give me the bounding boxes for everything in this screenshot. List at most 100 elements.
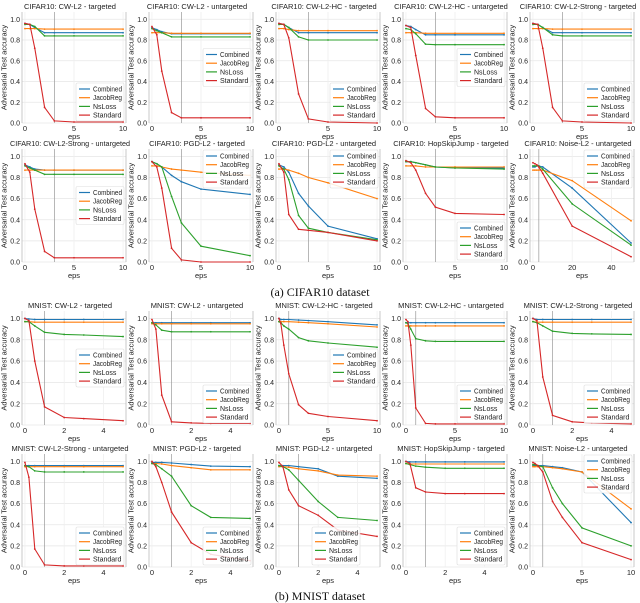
y-tick-label: 0.6 — [10, 196, 20, 203]
data-point — [63, 416, 66, 419]
data-point — [282, 320, 285, 323]
data-point — [434, 321, 437, 324]
y-tick-label: 0.6 — [391, 58, 401, 65]
data-point — [43, 34, 46, 37]
y-tick-label: 0.6 — [10, 501, 20, 508]
subplot-title: MNIST: CW-L2 - untargeted — [151, 301, 243, 310]
data-point — [287, 318, 290, 321]
y-tick-label: 0.8 — [518, 38, 528, 45]
x-tick-label: 0 — [531, 426, 535, 435]
x-axis-label: eps — [576, 434, 588, 443]
data-point — [170, 462, 173, 464]
data-point — [317, 500, 320, 503]
x-tick-label: 5 — [326, 263, 330, 272]
y-tick-label: 0.8 — [137, 175, 147, 182]
data-point — [503, 116, 505, 119]
x-axis-label: eps — [68, 576, 80, 585]
data-point — [282, 325, 285, 327]
x-tick-label: 4 — [482, 568, 486, 577]
x-axis-label: eps — [449, 576, 461, 585]
data-point — [297, 35, 300, 38]
data-point — [82, 565, 85, 567]
data-point — [630, 34, 632, 37]
data-point — [405, 27, 407, 30]
data-point — [154, 328, 157, 331]
data-point — [409, 325, 412, 327]
x-tick-label: 0 — [404, 426, 408, 435]
data-point — [160, 187, 163, 189]
data-point — [534, 169, 536, 172]
data-point — [424, 491, 427, 493]
data-point — [503, 325, 505, 327]
data-point — [503, 166, 505, 168]
legend-label: JacobReg — [220, 539, 249, 546]
y-tick-label: 0.0 — [391, 121, 401, 128]
data-point — [122, 31, 124, 34]
data-point — [551, 28, 554, 31]
y-tick-label: 0.0 — [264, 260, 274, 267]
data-point — [43, 465, 46, 468]
data-point — [551, 106, 554, 109]
x-tick-label: 0 — [150, 263, 154, 272]
y-tick-label: 0.6 — [264, 501, 274, 508]
series-line-nsloss — [24, 321, 124, 338]
y-tick-label: 0.0 — [518, 260, 528, 267]
y-tick-label: 0.2 — [10, 100, 20, 107]
y-axis-label: Adversarial Test accuracy — [508, 163, 517, 249]
data-point — [287, 169, 290, 172]
data-point — [33, 548, 36, 550]
x-tick-label: 10 — [373, 263, 381, 272]
data-point — [405, 24, 407, 27]
data-point — [297, 467, 300, 470]
data-point — [630, 558, 632, 561]
data-point — [190, 504, 193, 507]
legend-label: Combined — [601, 87, 630, 94]
data-point — [200, 35, 202, 38]
data-point — [503, 32, 505, 35]
y-tick-label: 0.0 — [264, 423, 274, 430]
subplot: 0.0 0.2 0.4 0.6 0.8 1.0 0 5 10 CIFAR10: CW-L2-HC … — [381, 2, 509, 141]
data-point — [376, 29, 378, 32]
subplot: 0.0 0.2 0.4 0.6 0.8 1.0 0 2 4 MNIST: PGD-L2 - tar… — [127, 444, 254, 585]
series-line-jacobreg — [405, 462, 505, 465]
data-point — [307, 176, 310, 179]
legend-label: JacobReg — [93, 199, 122, 206]
subplot: 0.0 0.2 0.4 0.6 0.8 1.0 0 5 10 CIFAR10: HopSkipJu… — [381, 139, 509, 280]
y-tick-label: 0.6 — [137, 58, 147, 65]
data-point — [541, 47, 544, 50]
data-point — [73, 31, 75, 34]
data-point — [43, 405, 46, 408]
data-point — [541, 465, 544, 468]
x-axis-label: eps — [576, 576, 588, 585]
y-tick-label: 0.8 — [10, 38, 20, 45]
data-point — [43, 563, 46, 566]
y-tick-label: 0.6 — [391, 501, 401, 508]
data-point — [327, 225, 329, 227]
y-tick-label: 0.8 — [137, 337, 147, 344]
data-point — [33, 465, 36, 468]
data-point — [376, 122, 378, 124]
y-tick-label: 0.0 — [10, 260, 20, 267]
y-tick-label: 0.4 — [264, 380, 274, 387]
y-tick-label: 0.4 — [10, 522, 20, 529]
legend-label: Standard — [601, 113, 630, 120]
data-point — [536, 23, 539, 26]
data-point — [43, 28, 46, 31]
x-tick-label: 5 — [453, 263, 457, 272]
subplot-title: CIFAR10: PGD-L2 - untargeted — [272, 139, 376, 148]
series-line-standard — [278, 318, 378, 422]
x-tick-label: 2 — [62, 426, 66, 435]
data-point — [33, 25, 36, 28]
data-point — [297, 172, 300, 175]
data-point — [503, 423, 505, 425]
data-point — [28, 171, 31, 174]
legend-box — [202, 526, 252, 566]
x-axis-label: eps — [449, 132, 461, 141]
data-point — [454, 33, 456, 36]
subplot: 0.0 0.2 0.4 0.6 0.8 1.0 0 2 4 MNIST: CW-L2 - targ… — [0, 301, 127, 443]
data-point — [33, 47, 36, 50]
